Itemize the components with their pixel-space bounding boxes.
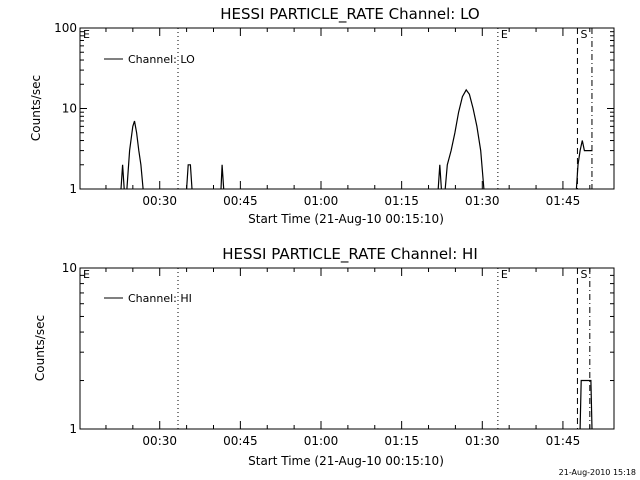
series-line-lo — [220, 164, 225, 190]
series-line-hi — [579, 379, 593, 430]
y-tick-label-lo: 10 — [62, 102, 77, 116]
x-tick-label-lo: 00:45 — [223, 194, 258, 208]
y-axis-label-lo: Counts/sec — [29, 75, 43, 141]
marker-label-lo: E — [501, 28, 508, 41]
x-tick-label-hi: 01:15 — [384, 434, 419, 448]
x-tick-label-hi: 01:30 — [465, 434, 500, 448]
x-tick-label-lo: 01:15 — [384, 194, 419, 208]
y-tick-label-hi: 1 — [69, 422, 77, 436]
y-tick-label-lo: 1 — [69, 182, 77, 196]
series-line-lo — [575, 140, 593, 190]
x-tick-label-hi: 01:00 — [304, 434, 339, 448]
x-axis-label-hi: Start Time (21-Aug-10 00:15:10) — [248, 454, 444, 468]
y-axis-label-hi: Counts/sec — [33, 315, 47, 381]
x-tick-label-lo: 00:30 — [142, 194, 177, 208]
footer-timestamp: 21-Aug-2010 15:18 — [559, 468, 636, 477]
marker-label-hi: E — [501, 268, 508, 281]
series-line-lo — [186, 164, 193, 190]
marker-label-lo: S — [580, 28, 587, 41]
marker-label-hi: S — [580, 268, 587, 281]
legend-label-hi: Channel: HI — [128, 292, 192, 305]
chart-title-lo: HESSI PARTICLE_RATE Channel: LO — [220, 5, 479, 24]
series-line-lo — [126, 120, 144, 190]
x-tick-label-hi: 00:30 — [142, 434, 177, 448]
marker-label-hi: E — [83, 268, 90, 281]
chart-title-hi: HESSI PARTICLE_RATE Channel: HI — [222, 245, 478, 264]
x-tick-label-hi: 00:45 — [223, 434, 258, 448]
x-tick-label-lo: 01:00 — [304, 194, 339, 208]
y-tick-label-hi: 10 — [62, 261, 77, 275]
x-tick-label-hi: 01:45 — [546, 434, 581, 448]
series-line-lo — [120, 164, 125, 190]
y-tick-label-lo: 100 — [54, 21, 77, 35]
marker-label-lo: E — [83, 28, 90, 41]
series-line-lo — [444, 88, 485, 190]
x-tick-label-lo: 01:45 — [546, 194, 581, 208]
x-tick-label-lo: 01:30 — [465, 194, 500, 208]
x-axis-label-lo: Start Time (21-Aug-10 00:15:10) — [248, 212, 444, 226]
series-line-lo — [437, 164, 442, 190]
plot-frame-hi — [79, 267, 615, 430]
legend-label-lo: Channel: LO — [128, 53, 195, 66]
